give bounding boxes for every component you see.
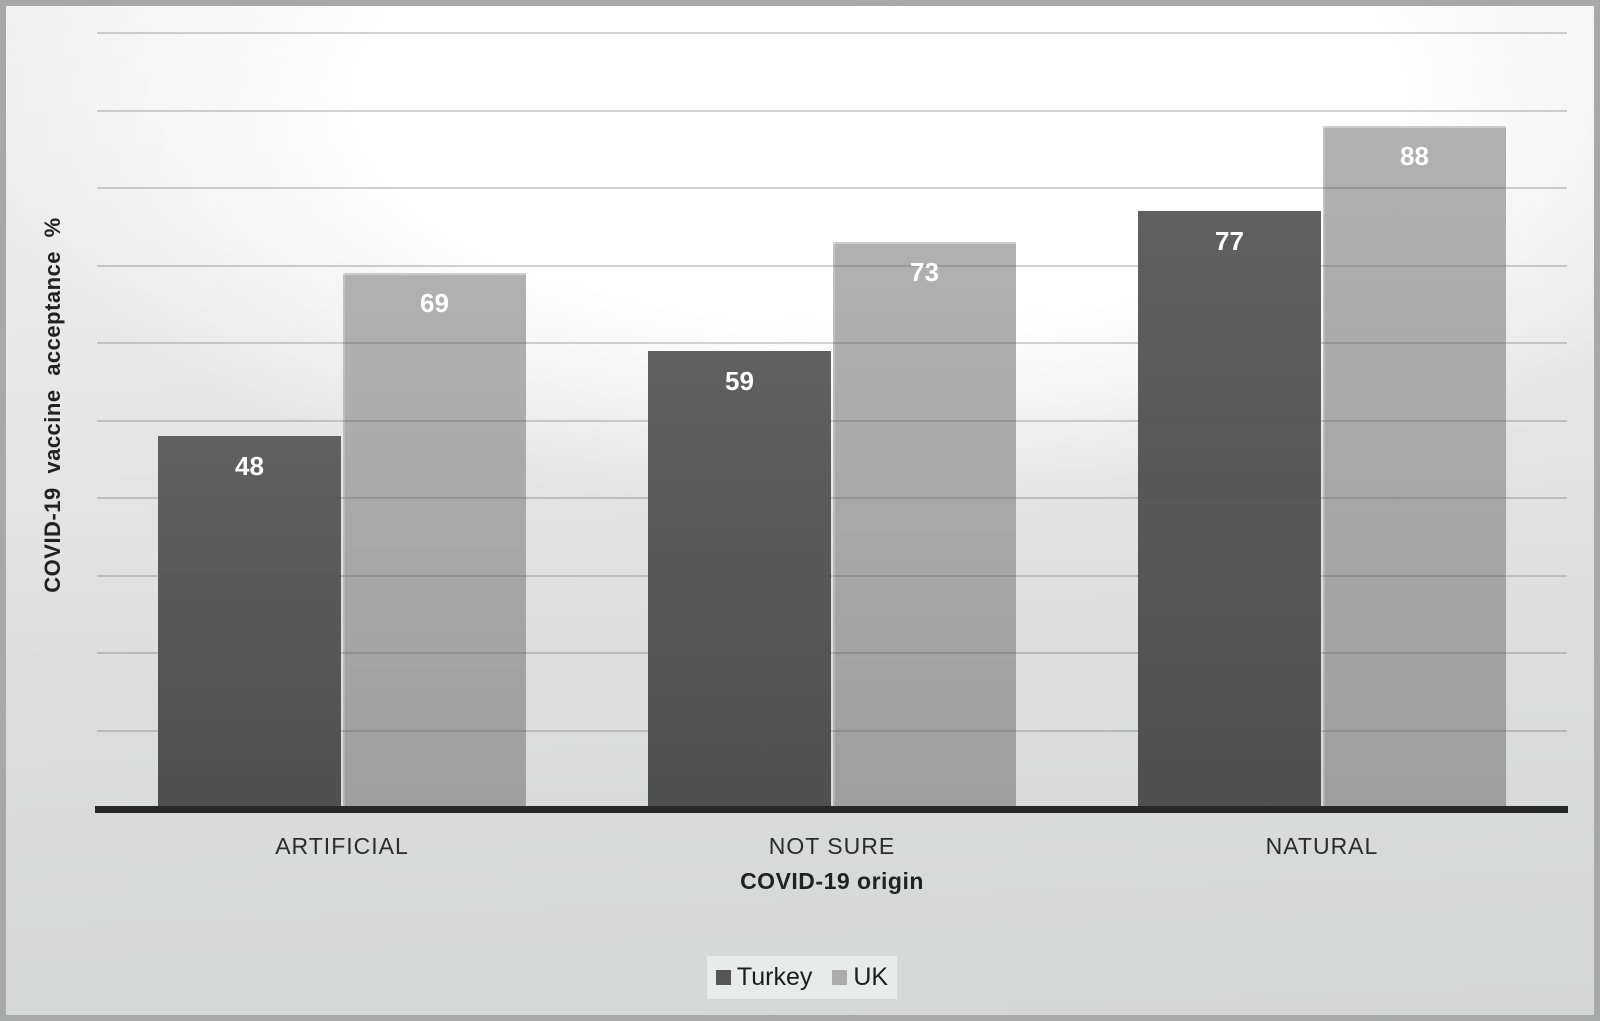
bar-turkey-artificial (158, 436, 341, 808)
y-axis-title: COVID-19 vaccine acceptance % (40, 217, 65, 593)
legend-label-turkey: Turkey (736, 963, 813, 991)
gridline (97, 342, 1567, 344)
gridline (97, 652, 1567, 654)
bar-uk-artificial (343, 273, 526, 808)
legend-label-uk: UK (853, 963, 889, 991)
bar-uk-natural (1323, 126, 1506, 808)
bar-value-label: 73 (910, 257, 939, 287)
gridline (97, 265, 1567, 267)
legend-swatch (832, 970, 848, 985)
legend-swatch (715, 970, 731, 985)
x-axis-title: COVID-19 origin (740, 868, 924, 894)
bar-value-label: 59 (725, 366, 754, 396)
gridline (97, 575, 1567, 577)
bar-turkey-not-sure (648, 351, 831, 808)
category-label: ARTIFICIAL (275, 833, 409, 859)
gridline (97, 730, 1567, 732)
legend-item-uk: UK (832, 963, 888, 992)
bar-value-label: 69 (420, 288, 449, 318)
x-axis-line (95, 806, 1568, 813)
legend: Turkey UK (707, 956, 897, 999)
gridline (97, 497, 1567, 499)
bar-value-label: 48 (235, 451, 264, 481)
legend-item-turkey: Turkey (715, 963, 813, 992)
bar-turkey-natural (1138, 211, 1321, 808)
gridline (97, 187, 1567, 189)
gridline (97, 32, 1567, 34)
category-label: NOT SURE (768, 833, 896, 859)
gridline (97, 420, 1567, 422)
category-label: NATURAL (1265, 833, 1379, 859)
bar-value-label: 77 (1215, 226, 1244, 256)
bar-uk-not-sure (833, 242, 1016, 808)
gridline (97, 110, 1567, 112)
bar-value-label: 88 (1400, 141, 1429, 171)
